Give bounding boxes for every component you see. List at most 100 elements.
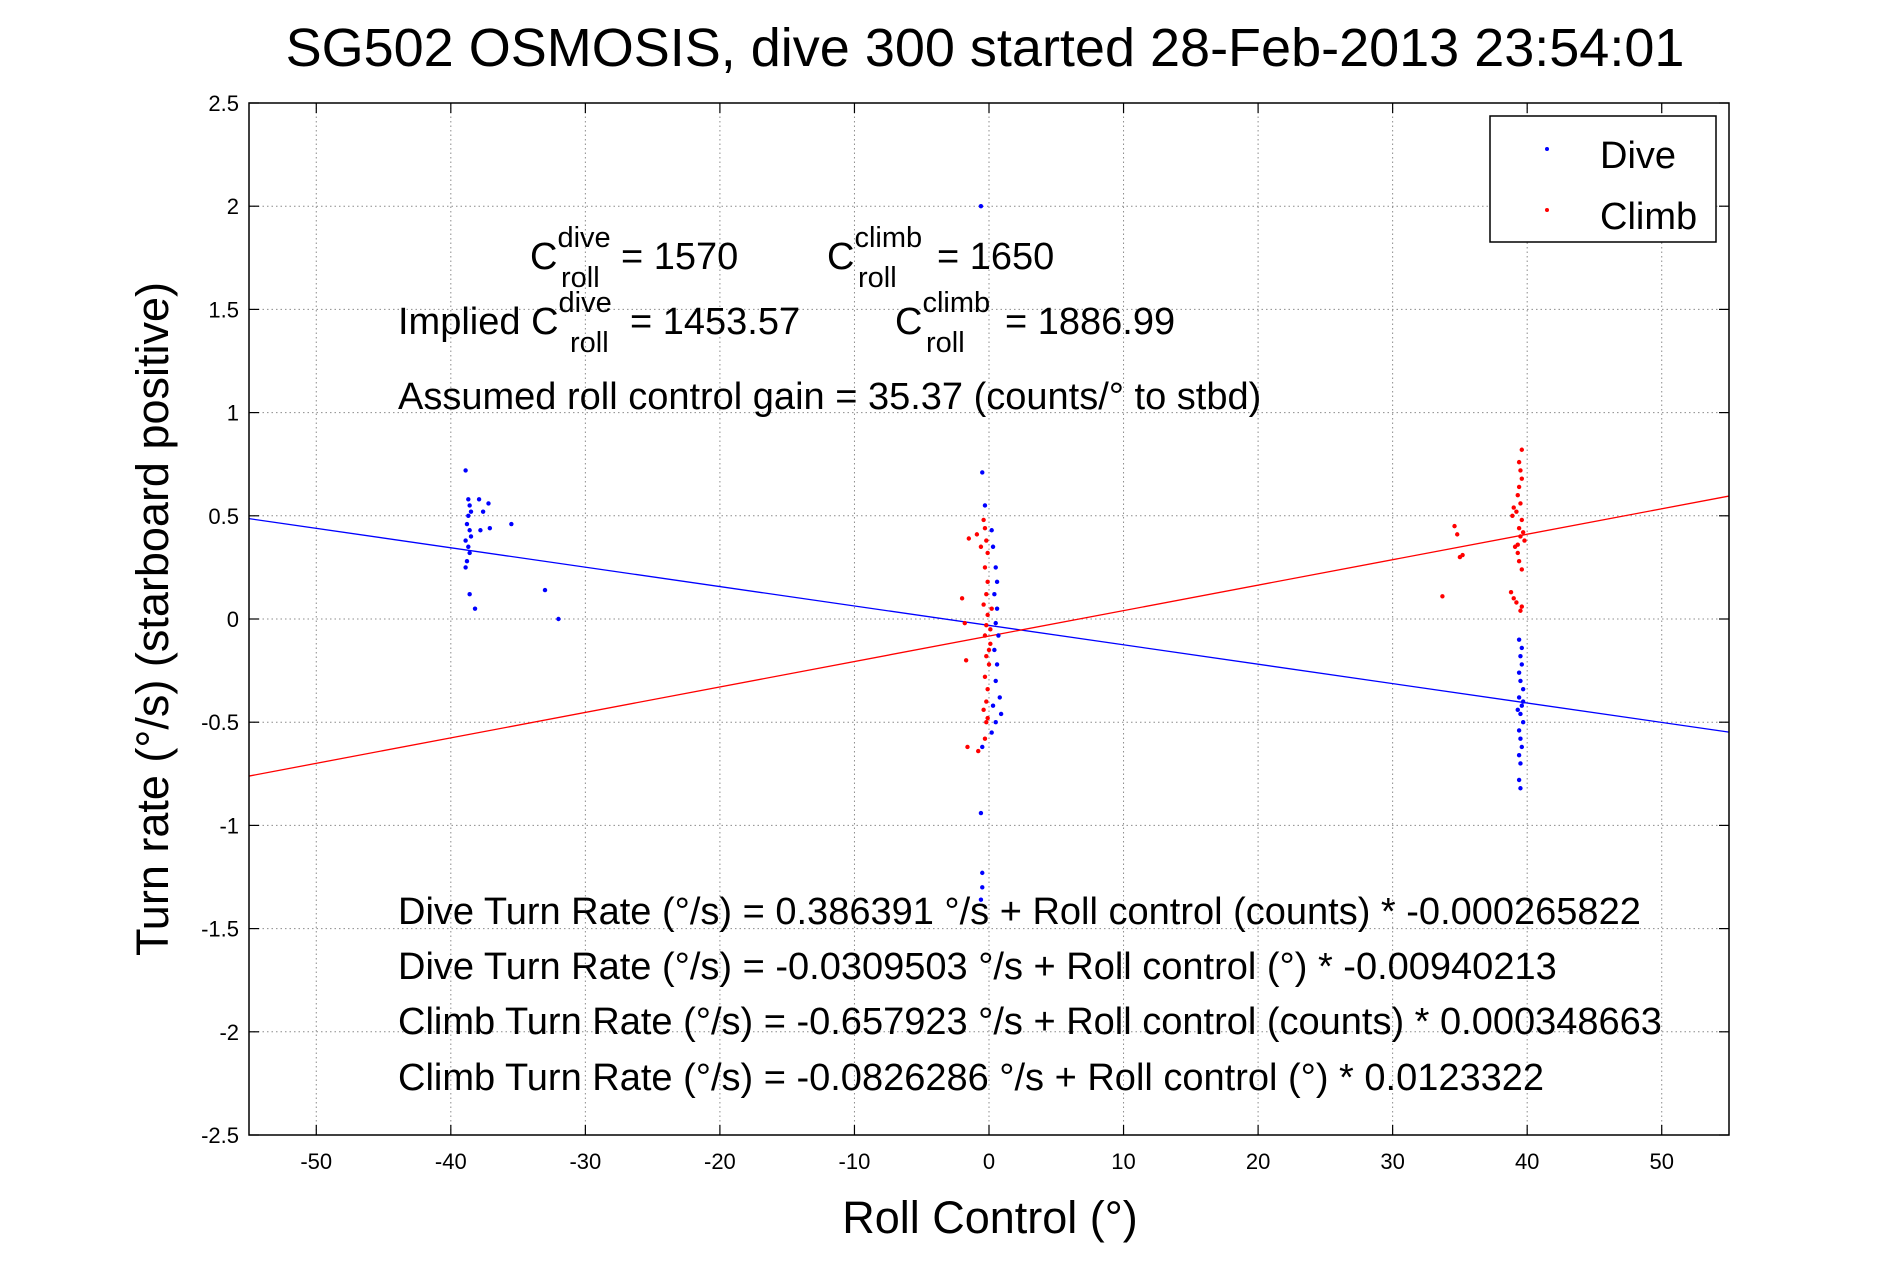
legend-box bbox=[1489, 115, 1717, 243]
dive-point bbox=[980, 870, 985, 876]
climb-point bbox=[985, 686, 990, 692]
climb-point bbox=[984, 622, 989, 628]
climb-point bbox=[1512, 544, 1518, 549]
dive-point bbox=[1520, 686, 1526, 692]
implied-climb-sub: roll bbox=[926, 327, 965, 359]
c-roll-climb-sub: roll bbox=[858, 262, 897, 294]
climb-point bbox=[982, 633, 988, 638]
y-tick-label: 2 bbox=[227, 194, 239, 219]
climb-point bbox=[982, 525, 988, 531]
climb-point bbox=[1452, 523, 1457, 529]
y-tick-label: 1.5 bbox=[208, 297, 239, 322]
equation-climb-degrees: Climb Turn Rate (°/s) = -0.0826286 °/s +… bbox=[398, 1057, 1544, 1099]
climb-point bbox=[981, 602, 986, 607]
dive-point bbox=[990, 544, 996, 549]
dive-point bbox=[982, 503, 988, 508]
dive-point bbox=[990, 703, 996, 708]
dive-point bbox=[1518, 678, 1523, 684]
climb-point bbox=[1511, 505, 1516, 510]
implied-c-roll-annotation: Implied Cdive roll = 1453.57 Cclimb roll… bbox=[398, 287, 1175, 359]
dive-point bbox=[994, 606, 1000, 611]
x-tick-label: 40 bbox=[1515, 1149, 1539, 1174]
climb-point bbox=[1455, 532, 1460, 537]
dive-series bbox=[463, 204, 1526, 902]
climb-point bbox=[1519, 476, 1525, 481]
implied-dive-sup: dive bbox=[559, 287, 612, 319]
dive-point bbox=[978, 204, 984, 209]
climb-point bbox=[1516, 559, 1522, 564]
climb-point bbox=[985, 579, 990, 585]
climb-point bbox=[1518, 608, 1523, 613]
climb-point bbox=[1516, 459, 1522, 465]
x-tick-label: 50 bbox=[1649, 1149, 1673, 1174]
implied-dive-sub: roll bbox=[570, 327, 609, 359]
equation-dive-counts: Dive Turn Rate (°/s) = 0.386391 °/s + Ro… bbox=[398, 891, 1641, 933]
climb-point bbox=[981, 517, 986, 523]
climb-point bbox=[985, 612, 990, 618]
y-tick-label: -2 bbox=[219, 1020, 239, 1045]
dive-point bbox=[464, 521, 470, 527]
dive-point bbox=[467, 528, 472, 533]
climb-point bbox=[963, 658, 969, 663]
climb-point bbox=[1515, 492, 1520, 498]
climb-point bbox=[974, 532, 980, 537]
climb-point bbox=[966, 536, 972, 541]
y-tick-label: 2.5 bbox=[208, 91, 239, 116]
climb-point bbox=[1508, 589, 1514, 595]
data-points bbox=[463, 204, 1527, 902]
dive-point bbox=[994, 662, 1000, 667]
dive-point bbox=[980, 744, 985, 750]
climb-point bbox=[984, 720, 989, 725]
climb-point bbox=[1515, 550, 1520, 556]
c-roll-climb-value: = 1650 bbox=[937, 236, 1054, 278]
climb-point bbox=[984, 592, 989, 597]
x-tick-label: 10 bbox=[1111, 1149, 1135, 1174]
c-roll-climb-sup: climb bbox=[854, 222, 922, 254]
dive-point bbox=[1518, 736, 1523, 741]
climb-point bbox=[1520, 530, 1526, 535]
dive-point bbox=[556, 616, 561, 622]
climb-point bbox=[981, 707, 986, 713]
dive-point bbox=[487, 525, 493, 531]
x-axis: -50 -40 -30 -20 -10 0 10 20 30 40 50 bbox=[300, 103, 1674, 1174]
x-tick-label: -40 bbox=[435, 1149, 467, 1174]
dive-point bbox=[1516, 777, 1522, 783]
c-roll-dive-value: = 1570 bbox=[621, 236, 738, 278]
c-roll-dive-sup: dive bbox=[557, 222, 610, 254]
climb-point bbox=[985, 550, 990, 556]
dive-point bbox=[542, 587, 548, 593]
implied-dive-value: = 1453.57 bbox=[630, 301, 800, 343]
climb-point bbox=[1516, 525, 1522, 531]
climb-point bbox=[982, 674, 988, 679]
dive-point bbox=[467, 503, 472, 508]
implied-climb-value: = 1886.99 bbox=[1005, 301, 1175, 343]
dive-point bbox=[994, 579, 1000, 585]
y-tick-label: -1.5 bbox=[201, 917, 239, 942]
climb-point bbox=[1519, 567, 1525, 572]
dive-point bbox=[1516, 728, 1522, 733]
y-tick-label: -2.5 bbox=[201, 1123, 239, 1148]
climb-point bbox=[1518, 534, 1523, 539]
dive-point bbox=[993, 620, 998, 626]
climb-point bbox=[1518, 468, 1523, 473]
climb-point bbox=[1522, 538, 1527, 543]
climb-point bbox=[988, 641, 993, 646]
dive-point bbox=[1518, 711, 1523, 717]
climb-point bbox=[985, 715, 990, 721]
dive-point bbox=[978, 897, 984, 902]
climb-point bbox=[965, 744, 970, 750]
dive-point bbox=[1518, 653, 1523, 659]
x-tick-label: -50 bbox=[300, 1149, 332, 1174]
legend-dive-marker bbox=[1545, 147, 1549, 151]
climb-point bbox=[1440, 594, 1445, 599]
climb-point bbox=[1514, 600, 1519, 605]
legend-climb-label: Climb bbox=[1600, 196, 1697, 238]
y-tick-label: 0 bbox=[227, 607, 239, 632]
x-tick-label: -30 bbox=[569, 1149, 601, 1174]
dive-point bbox=[992, 592, 997, 597]
climb-point bbox=[959, 596, 965, 601]
dive-point bbox=[978, 810, 984, 816]
climb-point bbox=[1519, 604, 1525, 609]
dive-point bbox=[1516, 637, 1522, 642]
climb-point bbox=[989, 606, 994, 611]
